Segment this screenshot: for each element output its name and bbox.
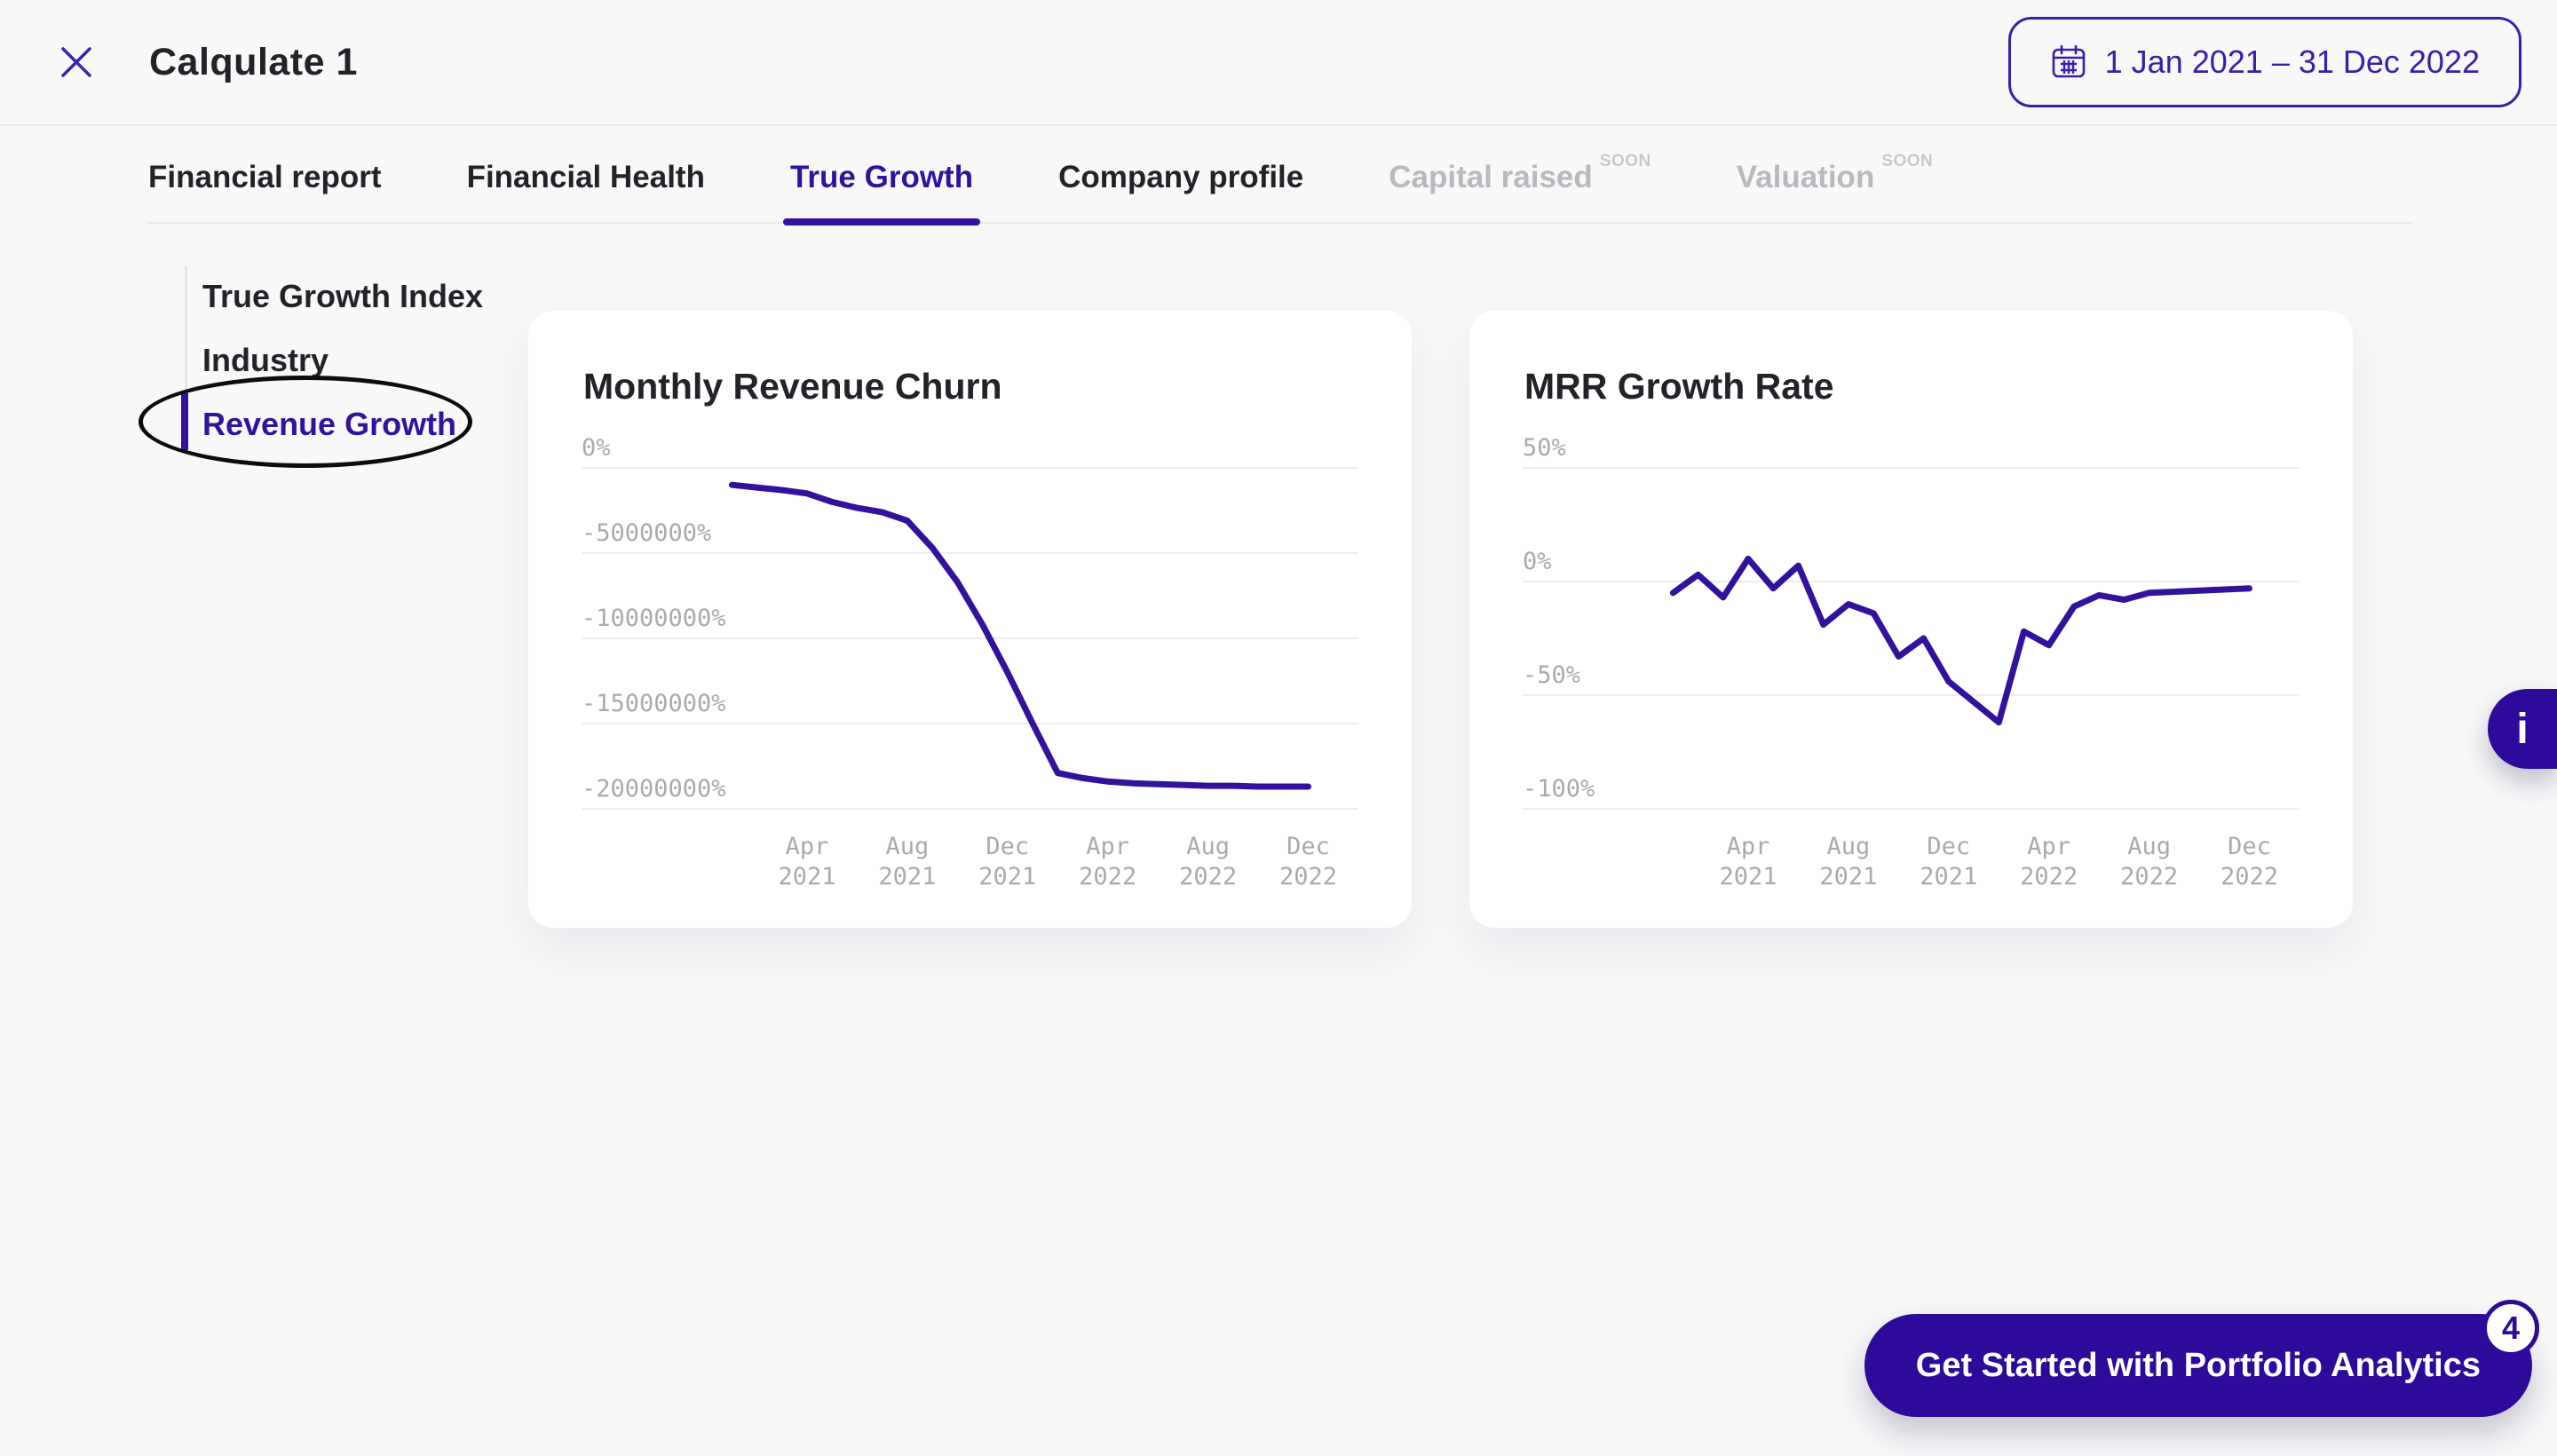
svg-text:Apr: Apr — [786, 833, 829, 860]
tab-valuation: Valuation SOON — [1736, 152, 1934, 194]
svg-text:Dec: Dec — [1286, 833, 1330, 860]
page-title: Calqulate 1 — [149, 40, 358, 83]
svg-text:2021: 2021 — [1719, 863, 1777, 890]
svg-text:Dec: Dec — [986, 833, 1029, 860]
svg-text:Dec: Dec — [2228, 833, 2271, 860]
svg-text:2021: 2021 — [1920, 863, 1977, 890]
svg-text:0%: 0% — [1523, 548, 1552, 575]
svg-text:2021: 2021 — [978, 863, 1036, 890]
chart-title: MRR Growth Rate — [1524, 366, 1834, 407]
svg-text:-100%: -100% — [1523, 775, 1595, 803]
svg-text:0%: 0% — [582, 434, 611, 462]
date-range-button[interactable]: 1 Jan 2021 – 31 Dec 2022 — [2007, 17, 2521, 107]
date-range-label: 1 Jan 2021 – 31 Dec 2022 — [2104, 44, 2480, 80]
tab-financial-health[interactable]: Financial Health — [466, 160, 705, 194]
info-icon: i — [2516, 705, 2529, 753]
portfolio-analytics-cta-button[interactable]: Get Started with Portfolio Analytics 4 — [1864, 1300, 2539, 1417]
svg-text:2022: 2022 — [2120, 863, 2178, 890]
calendar-icon — [2052, 44, 2085, 78]
svg-text:2022: 2022 — [2221, 863, 2278, 890]
svg-text:2021: 2021 — [778, 863, 835, 890]
tab-company-profile[interactable]: Company profile — [1058, 160, 1304, 194]
svg-text:-15000000%: -15000000% — [582, 690, 726, 717]
svg-text:Apr: Apr — [1086, 833, 1129, 860]
tab-bar: Financial report Financial Health True G… — [146, 147, 2413, 226]
svg-text:Dec: Dec — [1927, 833, 1970, 860]
svg-text:-20000000%: -20000000% — [582, 775, 726, 803]
header: Calqulate 1 1 Jan 2021 – 31 Dec 2022 — [0, 0, 2557, 126]
svg-text:Apr: Apr — [1727, 833, 1770, 860]
info-button[interactable]: i — [2488, 689, 2557, 769]
soon-badge: SOON — [1881, 152, 1934, 170]
tab-capital-raised: Capital raised SOON — [1389, 152, 1651, 194]
sidebar-item-true-growth-index[interactable]: True Growth Index — [202, 278, 484, 314]
sidebar-rule — [185, 266, 187, 449]
cta-label: Get Started with Portfolio Analytics — [1915, 1346, 2481, 1384]
svg-text:-10000000%: -10000000% — [582, 605, 726, 632]
svg-text:-5000000%: -5000000% — [582, 519, 711, 547]
svg-text:Aug: Aug — [1827, 833, 1871, 860]
monthly-revenue-churn-chart: 0% -5000000% -10000000% -15000000% -20000000… — [582, 434, 1358, 890]
sidebar-item-industry[interactable]: Industry — [202, 342, 329, 378]
svg-text:2021: 2021 — [1819, 863, 1877, 890]
svg-text:Aug: Aug — [2127, 833, 2171, 860]
svg-text:2021: 2021 — [878, 863, 936, 890]
chart-title: Monthly Revenue Churn — [583, 366, 1002, 407]
svg-text:Aug: Aug — [886, 833, 930, 860]
sidebar-item-revenue-growth[interactable]: Revenue Growth — [202, 406, 457, 442]
sidebar-active-indicator — [181, 393, 188, 450]
svg-text:Aug: Aug — [1186, 833, 1230, 860]
sidebar: True Growth Index Industry Revenue Growt… — [202, 277, 483, 443]
svg-text:2022: 2022 — [1279, 863, 1337, 890]
mrr-growth-rate-chart: 50% 0% -50% -100% Apr 2021 Aug 2021 Dec 2021 Apr 20… — [1523, 434, 2300, 890]
close-icon — [61, 47, 91, 77]
svg-text:Apr: Apr — [2027, 833, 2070, 860]
cta-notification-badge: 4 — [2482, 1300, 2539, 1357]
close-button[interactable] — [48, 34, 105, 91]
svg-text:2022: 2022 — [1179, 863, 1237, 890]
monthly-revenue-churn-card: Monthly Revenue Churn 0% -5000000% -100000… — [528, 311, 1412, 928]
svg-text:2022: 2022 — [1079, 863, 1136, 890]
soon-badge: SOON — [1599, 152, 1651, 170]
svg-text:2022: 2022 — [2020, 863, 2078, 890]
mrr-growth-rate-card: MRR Growth Rate 50% 0% -50% -100% Apr 2021 Aug… — [1469, 311, 2353, 928]
svg-text:-50%: -50% — [1523, 661, 1580, 689]
svg-text:50%: 50% — [1523, 434, 1566, 462]
tab-financial-report[interactable]: Financial report — [148, 160, 382, 194]
tab-true-growth[interactable]: True Growth — [782, 147, 981, 226]
